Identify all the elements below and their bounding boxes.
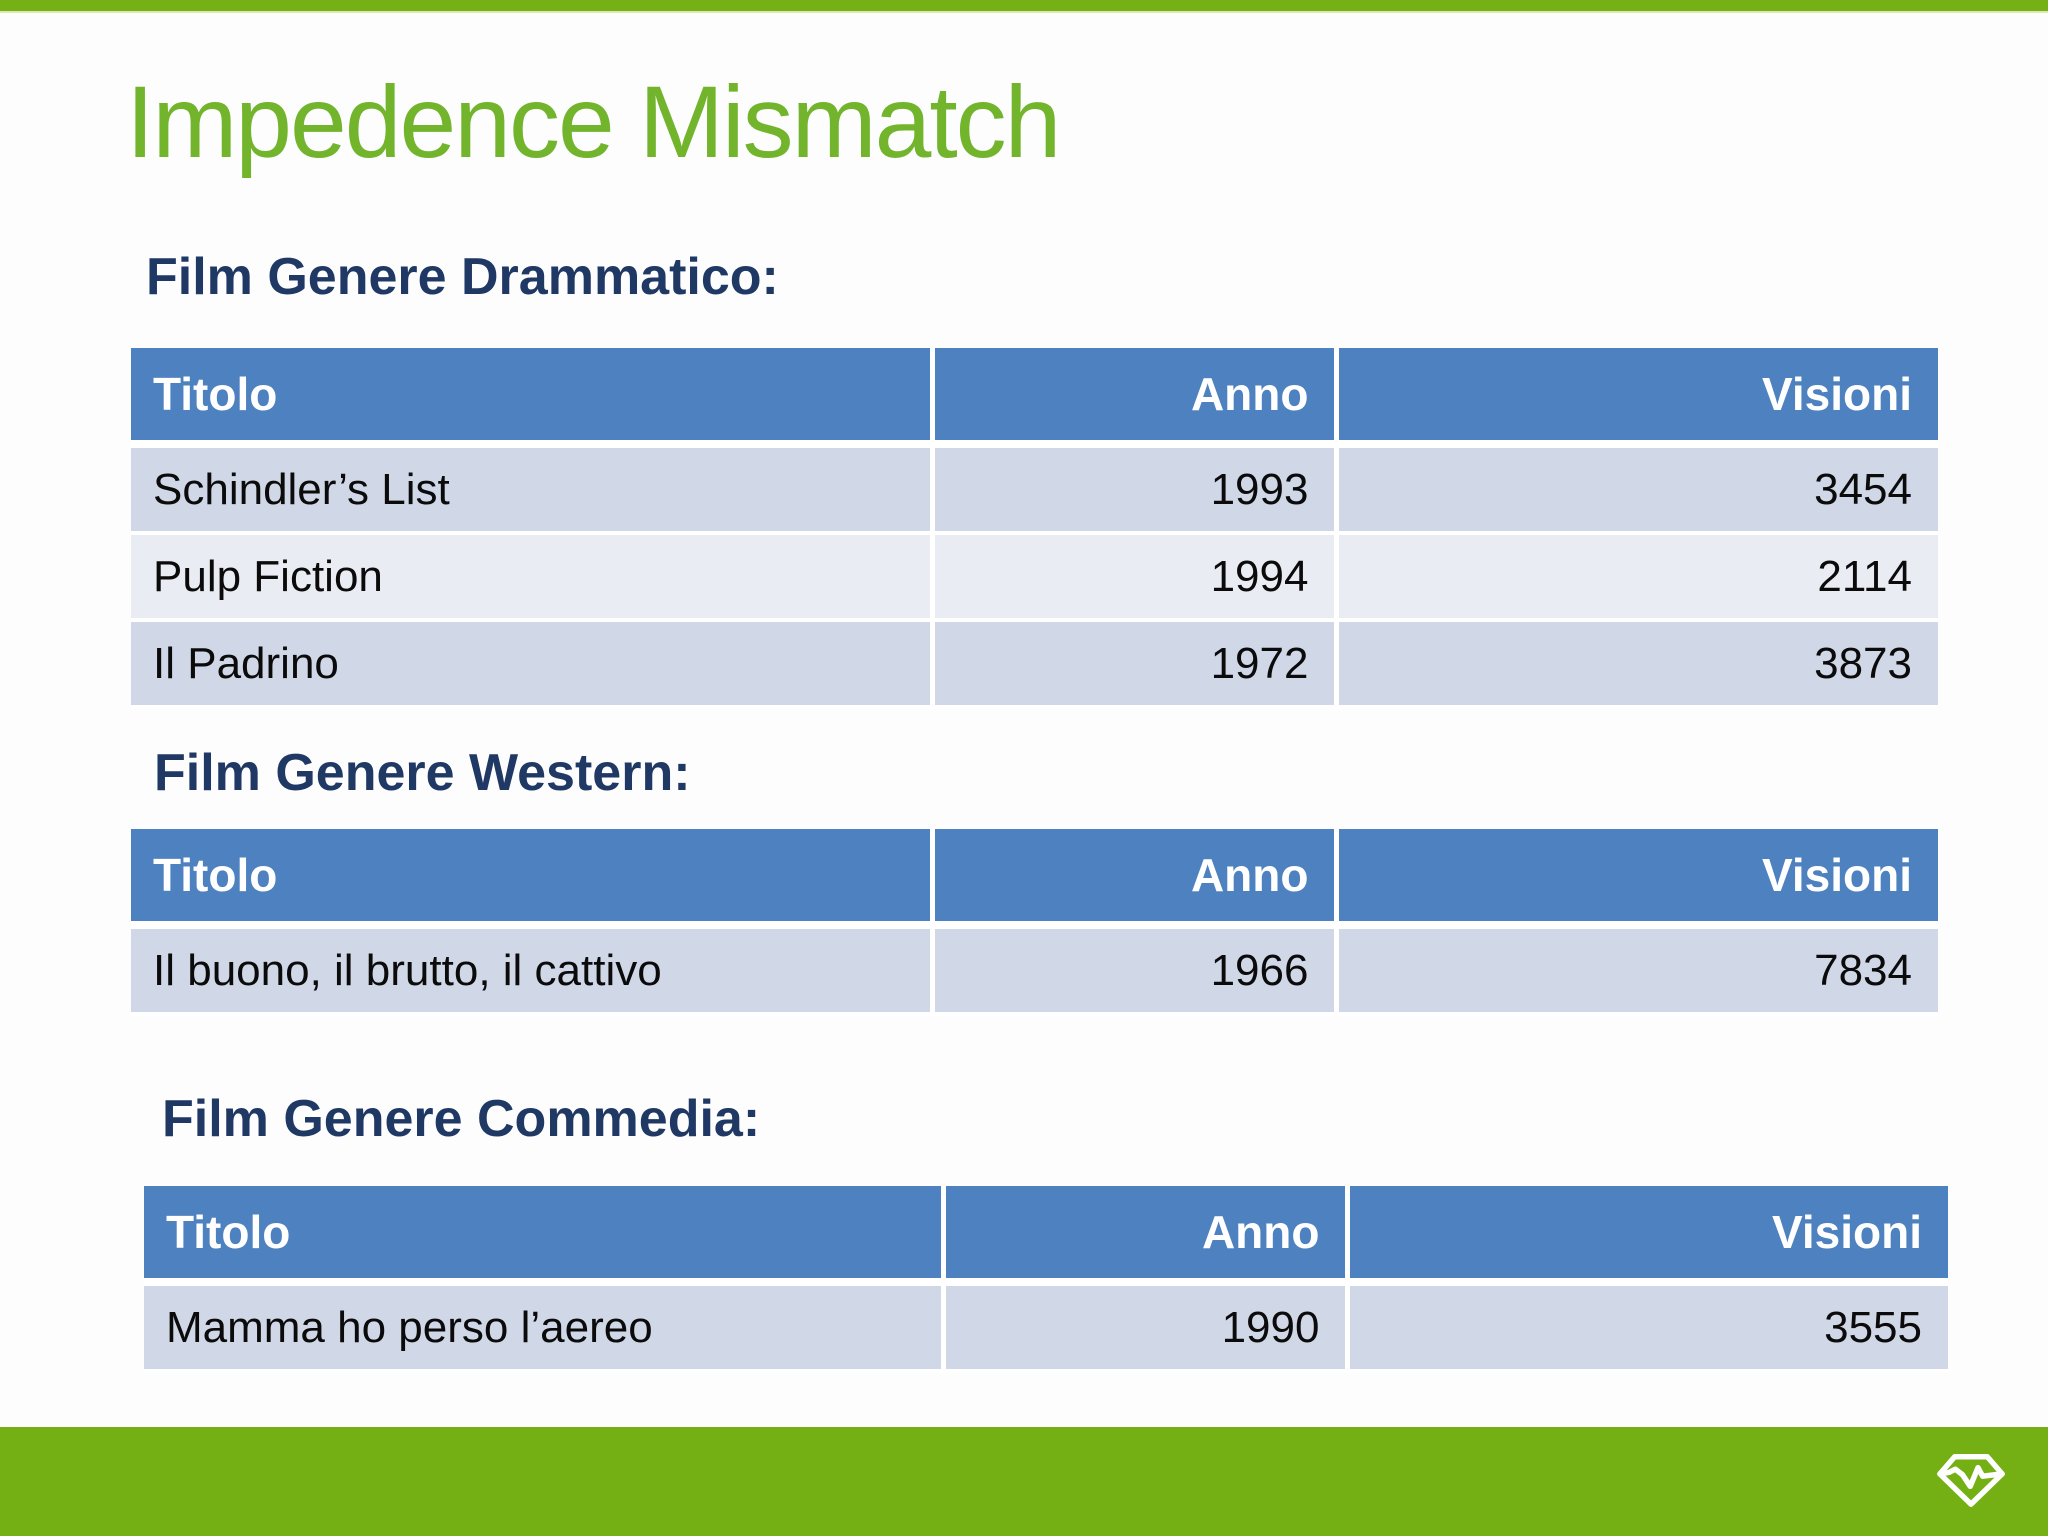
cell-titolo: Il Padrino xyxy=(131,622,930,709)
table-header-row: Titolo Anno Visioni xyxy=(144,1186,1948,1286)
column-header-visioni: Visioni xyxy=(1345,1186,1948,1286)
column-header-visioni: Visioni xyxy=(1334,348,1938,448)
films-table-western: Titolo Anno Visioni Il buono, il brutto,… xyxy=(131,829,1938,1016)
section-heading-commedia: Film Genere Commedia: xyxy=(162,1090,761,1148)
slide-title: Impedence Mismatch xyxy=(126,65,1061,179)
gem-pulse-logo-icon xyxy=(1936,1451,2006,1515)
column-header-titolo: Titolo xyxy=(144,1186,942,1286)
cell-titolo: Pulp Fiction xyxy=(131,535,930,622)
table-header-row: Titolo Anno Visioni xyxy=(131,348,1938,448)
section-heading-drammatico: Film Genere Drammatico: xyxy=(146,248,779,306)
cell-visioni: 3873 xyxy=(1334,622,1938,709)
cell-visioni: 3454 xyxy=(1334,448,1938,535)
column-header-visioni: Visioni xyxy=(1334,829,1938,929)
films-table-commedia: Titolo Anno Visioni Mamma ho perso l’aer… xyxy=(144,1186,1948,1373)
table-row: Pulp Fiction 1994 2114 xyxy=(131,535,1938,622)
column-header-anno: Anno xyxy=(929,829,1335,929)
cell-visioni: 2114 xyxy=(1334,535,1938,622)
cell-visioni: 3555 xyxy=(1345,1286,1948,1373)
cell-anno: 1993 xyxy=(929,448,1335,535)
table-row: Il Padrino 1972 3873 xyxy=(131,622,1938,709)
column-header-anno: Anno xyxy=(941,1186,1346,1286)
column-header-titolo: Titolo xyxy=(131,348,930,448)
table-row: Il buono, il brutto, il cattivo 1966 783… xyxy=(131,929,1938,1016)
cell-anno: 1972 xyxy=(929,622,1335,709)
cell-titolo: Il buono, il brutto, il cattivo xyxy=(131,929,930,1016)
top-accent-bar xyxy=(0,0,2048,13)
films-table-drammatico: Titolo Anno Visioni Schindler’s List 199… xyxy=(131,348,1938,709)
cell-anno: 1994 xyxy=(929,535,1335,622)
cell-titolo: Mamma ho perso l’aereo xyxy=(144,1286,942,1373)
bottom-accent-bar xyxy=(0,1427,2048,1536)
cell-anno: 1990 xyxy=(941,1286,1346,1373)
table-row: Mamma ho perso l’aereo 1990 3555 xyxy=(144,1286,1948,1373)
column-header-titolo: Titolo xyxy=(131,829,930,929)
cell-anno: 1966 xyxy=(929,929,1335,1016)
table-header-row: Titolo Anno Visioni xyxy=(131,829,1938,929)
column-header-anno: Anno xyxy=(929,348,1335,448)
cell-titolo: Schindler’s List xyxy=(131,448,930,535)
section-heading-western: Film Genere Western: xyxy=(154,744,691,802)
cell-visioni: 7834 xyxy=(1334,929,1938,1016)
table-row: Schindler’s List 1993 3454 xyxy=(131,448,1938,535)
